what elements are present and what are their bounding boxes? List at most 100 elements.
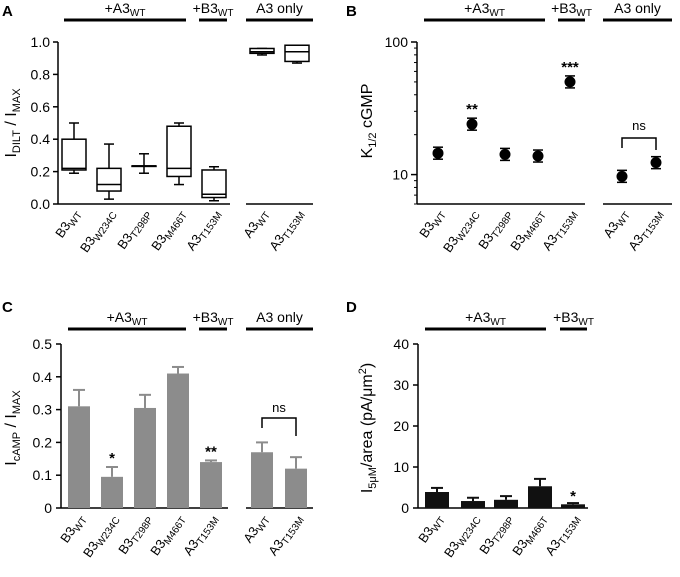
category-label-c: B3WT	[57, 511, 90, 547]
group-d-b3wt-label: +B3WT	[553, 309, 594, 328]
category-label-b-main: B3	[475, 230, 496, 252]
category-label-b-sub: T153M	[554, 210, 581, 242]
ns-label-b: ns	[632, 118, 646, 133]
category-label-b-main: B3	[416, 219, 437, 241]
y-axis-label-c-rest: / I	[3, 414, 20, 432]
y-tick-label-d: 10	[393, 459, 409, 475]
category-label-c-main: B3	[115, 535, 136, 557]
category-label-d-main: B3	[509, 537, 530, 559]
data-point	[616, 170, 628, 182]
y-tick-label-c: 0.4	[33, 369, 53, 385]
box	[61, 138, 87, 171]
bar	[461, 501, 485, 508]
panel-label-b: B	[346, 3, 357, 20]
group-c-b3wt-main: +B3	[193, 309, 219, 325]
category-label-b: B3W234C	[440, 206, 483, 257]
category-label-a-main: B3	[77, 233, 98, 255]
bar	[251, 452, 273, 508]
bar	[561, 504, 585, 508]
category-label-a-main: B3	[148, 232, 169, 254]
category-label-a-sub: T153M	[281, 210, 308, 242]
category-label-a-main: A3	[266, 232, 287, 254]
category-label-a-sub: T153M	[198, 210, 225, 242]
y-axis-label-b-rest: cGMP	[359, 84, 376, 133]
y-tick-label-a: 0.8	[31, 66, 51, 82]
bar	[285, 468, 307, 508]
category-label-d-sub: T298P	[491, 515, 517, 546]
y-axis-label-a: IDILT / IMAX	[3, 88, 23, 158]
group-a-b3wt-label: +B3WT	[193, 0, 234, 19]
significance-marker: ***	[561, 59, 579, 76]
category-label-b: A3T153M	[625, 206, 667, 255]
group-c-b3wt-sub: WT	[218, 317, 234, 328]
category-label-a: A3WT	[240, 206, 273, 242]
category-label-c: A3T153M	[265, 511, 307, 560]
ns-label-c: ns	[272, 400, 286, 415]
category-label-c: A3T153M	[180, 511, 222, 560]
bar	[494, 499, 518, 508]
y-tick-label-c: 0	[44, 500, 52, 516]
y-axis-label-b-main: K	[359, 147, 376, 158]
category-label-a: B3WT	[52, 206, 85, 242]
y-tick-label-d: 0	[401, 500, 409, 516]
group-b-a3only-main: A3 only	[614, 0, 661, 16]
group-c-a3wt-main: +A3	[107, 309, 133, 325]
category-label-a-main: A3	[240, 219, 261, 241]
y-tick-label-c: 0.3	[33, 402, 53, 418]
y-axis-label-d-main: I	[359, 489, 376, 493]
box	[284, 44, 310, 63]
y-tick-label-d: 30	[393, 377, 409, 393]
panel-label-c: C	[2, 299, 13, 316]
group-c-a3only-main: A3 only	[256, 309, 303, 325]
group-a-a3wt-main: +A3	[105, 0, 131, 16]
ns-bracket-c	[261, 417, 297, 436]
y-axis-label-d: I5μM/area (pA/μm2)	[357, 363, 379, 493]
group-d-b3wt-sub: WT	[578, 317, 594, 328]
y-tick-label-d: 40	[393, 336, 409, 352]
category-label-c-main: A3	[240, 524, 261, 546]
box	[96, 167, 122, 192]
group-d-a3wt-label: +A3WT	[465, 309, 506, 328]
category-label-d-main: B3	[441, 538, 462, 560]
data-point	[532, 150, 544, 162]
y-axis-label-a-rest: / I	[3, 112, 20, 130]
bar	[200, 462, 222, 508]
y-axis-label-c-sub: cAMP	[11, 432, 23, 461]
y-tick-label-c: 0.2	[33, 434, 53, 450]
group-c-a3wt-sub: WT	[132, 317, 148, 328]
category-label-c-main: B3	[80, 538, 101, 560]
ns-bracket-b	[621, 137, 657, 150]
category-label-b: A3WT	[600, 206, 633, 242]
category-label-a-main: B3	[52, 219, 73, 241]
group-c-a3only-label: A3 only	[256, 309, 303, 325]
group-c-a3wt-label: +A3WT	[107, 309, 148, 328]
category-label-a: B3M466T	[148, 206, 190, 255]
y-axis-label-d-end: )	[359, 363, 376, 368]
category-label-d: B3WT	[415, 511, 448, 547]
category-label-d-main: B3	[476, 535, 497, 557]
y-axis-label-d-rest: /area (pA/μm	[359, 374, 376, 467]
bar	[425, 492, 449, 508]
category-label-b-main: B3	[507, 232, 528, 254]
y-tick-label-c: 0.1	[33, 467, 53, 483]
category-label-b-sub: T153M	[640, 210, 667, 242]
y-axis-label-d-sub: 5μM	[367, 467, 379, 489]
group-a-a3only-label: A3 only	[256, 0, 303, 16]
y-axis-label-c-sub2: MAX	[11, 390, 23, 415]
significance-marker: *	[570, 488, 576, 505]
bar	[134, 407, 156, 508]
group-b-a3wt-label: +A3WT	[464, 0, 505, 19]
category-label-c-main: B3	[57, 524, 78, 546]
category-label-d-sub: T153M	[557, 515, 584, 547]
category-label-b-main: A3	[625, 232, 646, 254]
y-tick-label-b: 10	[392, 167, 408, 183]
category-label-c: B3M466T	[147, 511, 189, 560]
category-label-b-main: B3	[440, 233, 461, 255]
category-label-a: B3T298P	[114, 206, 155, 254]
group-d-b3wt-main: +B3	[553, 309, 579, 325]
group-a-a3only-main: A3 only	[256, 0, 303, 16]
category-label-c-sub: T153M	[195, 515, 222, 547]
category-label-a-main: B3	[114, 230, 135, 252]
y-axis-label-b: K1/2 cGMP	[359, 84, 379, 159]
y-axis-label-d-sup: 2	[357, 368, 369, 374]
